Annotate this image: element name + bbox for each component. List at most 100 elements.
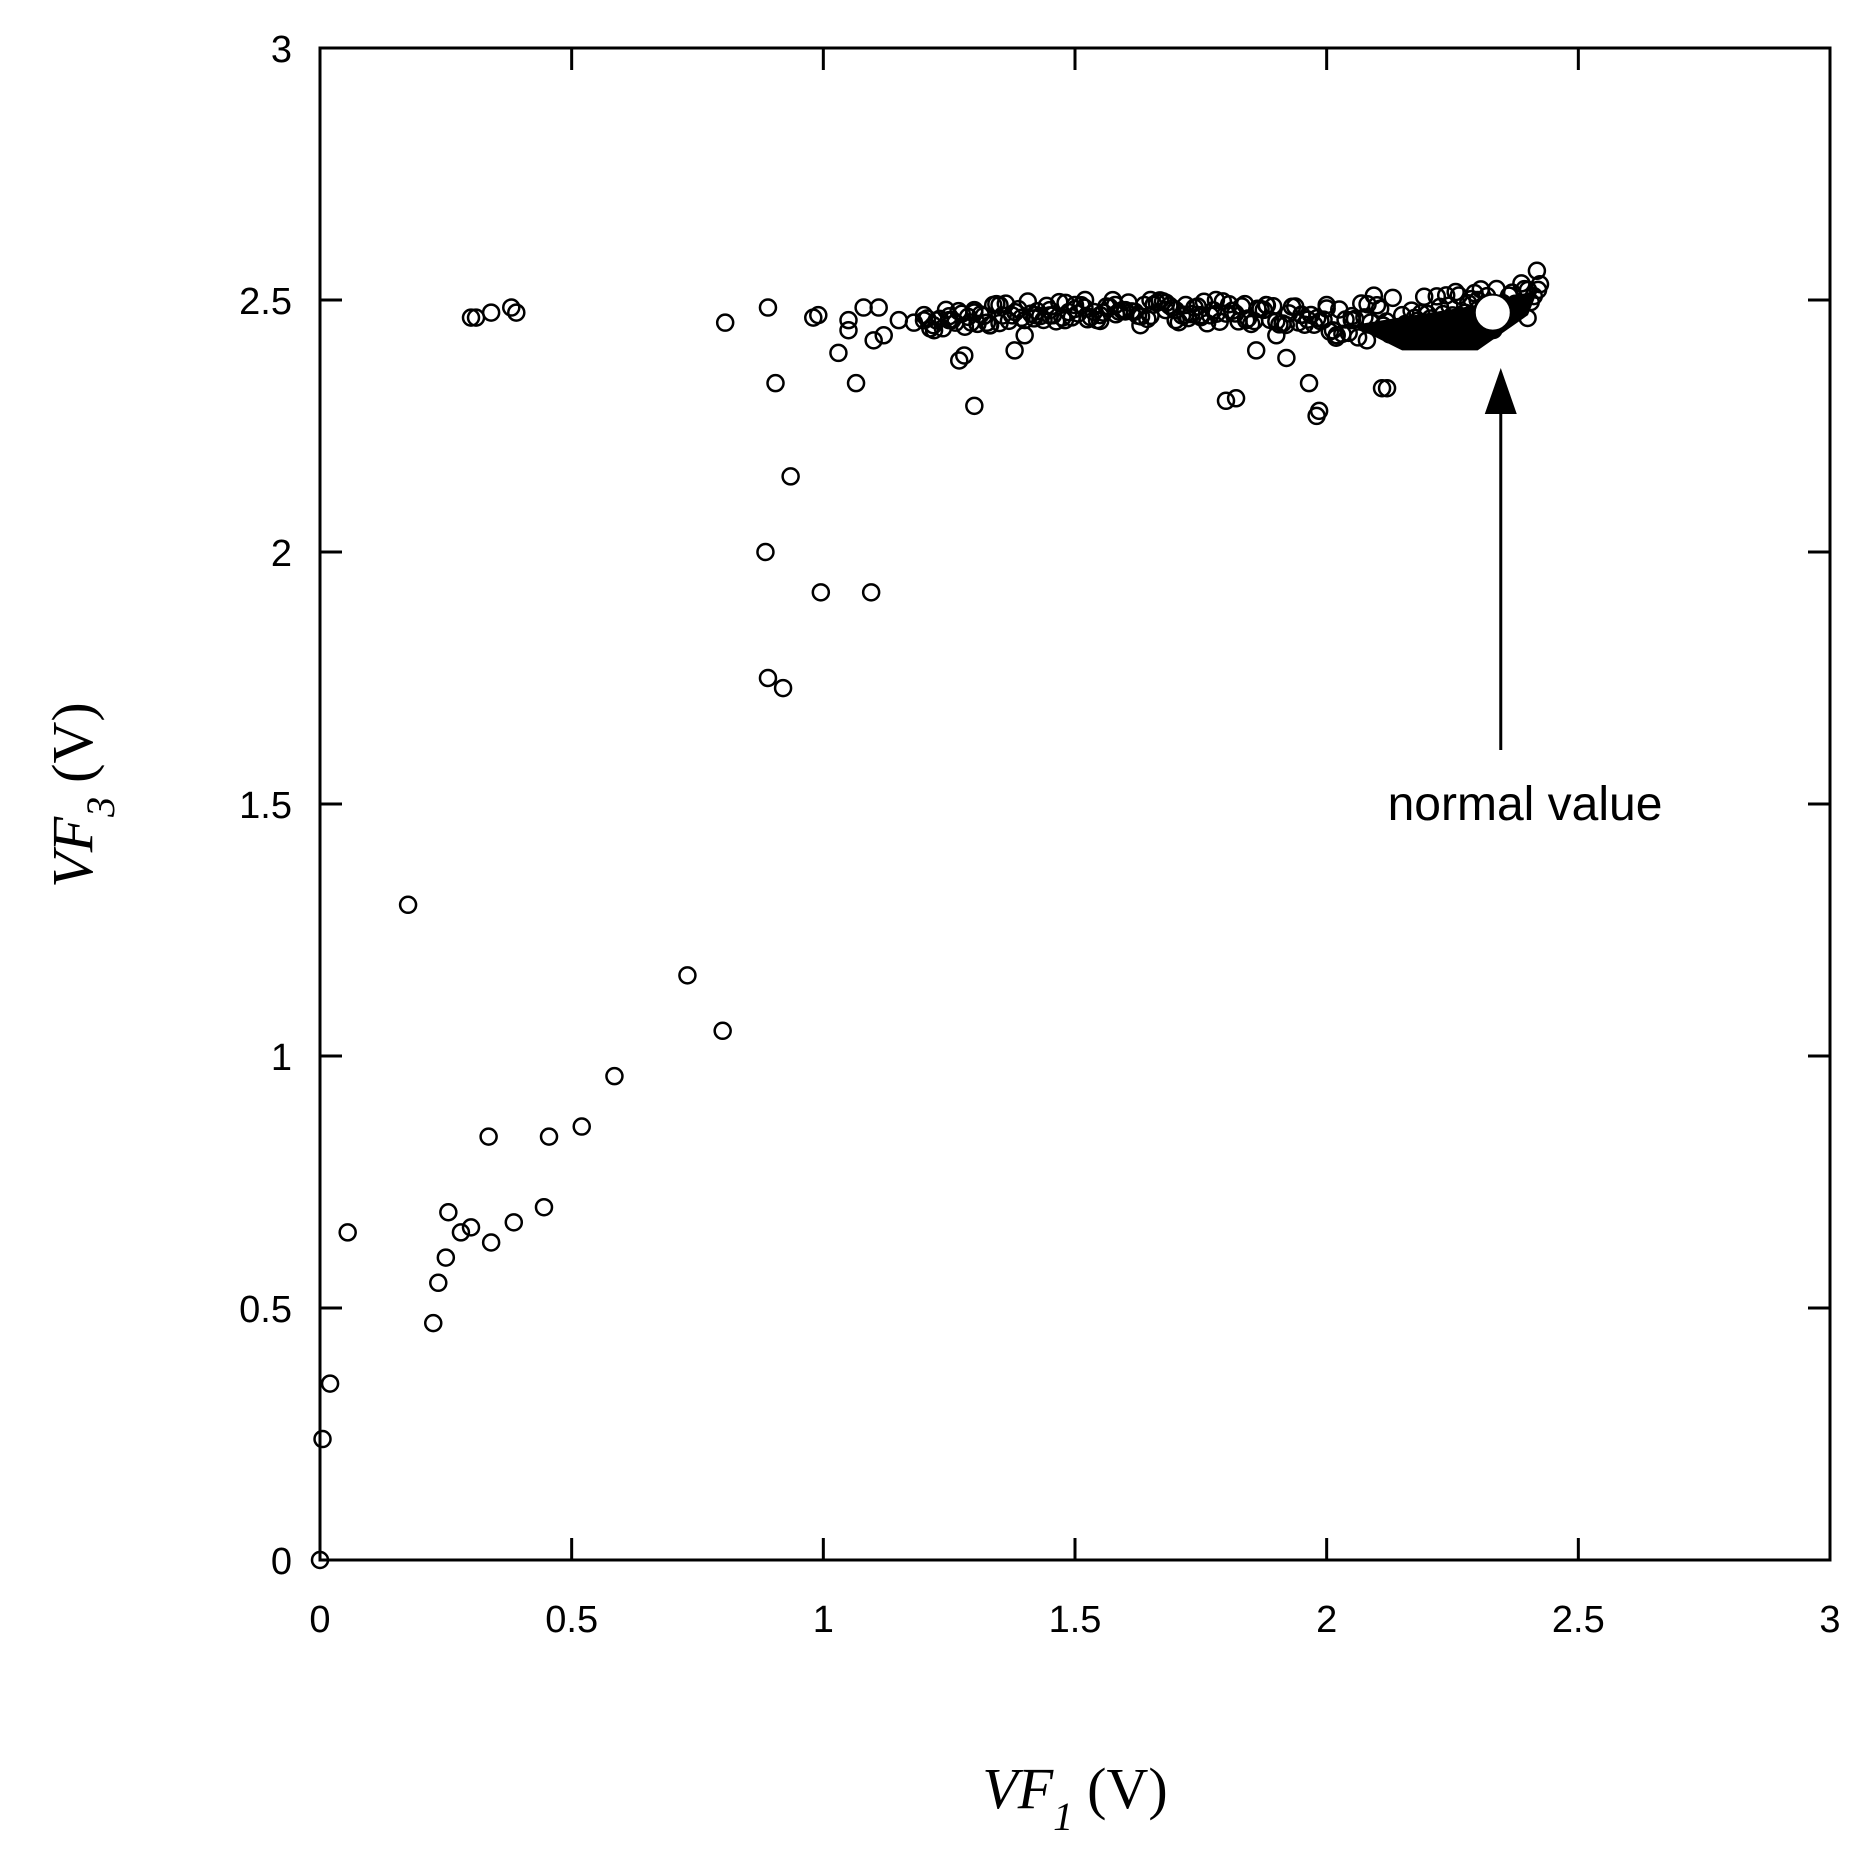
- data-point: [781, 467, 800, 486]
- data-point: [965, 300, 984, 320]
- data-point: [1528, 280, 1548, 300]
- y-tick-label: 0.5: [239, 1289, 292, 1331]
- data-point: [1443, 320, 1462, 340]
- data-point: [939, 310, 959, 330]
- data-point: [889, 310, 909, 330]
- data-point: [1317, 295, 1336, 315]
- data-point: [1106, 295, 1125, 315]
- x-axis-sub: 1: [1053, 1794, 1073, 1839]
- data-point: [1246, 341, 1266, 360]
- data-point: [338, 1223, 357, 1242]
- data-point: [861, 583, 881, 602]
- data-point: [1418, 315, 1437, 335]
- data-point: [461, 1218, 481, 1237]
- y-axis-unit: (V): [40, 702, 105, 783]
- data-point: [980, 315, 999, 335]
- y-tick-label: 1: [271, 1037, 292, 1079]
- x-tick-label: 1: [813, 1599, 834, 1641]
- data-point: [502, 298, 521, 317]
- data-point: [439, 1202, 458, 1222]
- data-point: [572, 1117, 591, 1136]
- data-point: [854, 298, 873, 317]
- data-point: [715, 313, 735, 332]
- dense-band-point: [1276, 315, 1296, 335]
- data-point: [1518, 280, 1538, 300]
- data-point: [773, 678, 793, 698]
- data-point: [1116, 300, 1135, 320]
- data-point: [1040, 300, 1060, 320]
- data-point: [481, 303, 501, 322]
- data-point: [1090, 305, 1110, 325]
- data-point: [1372, 378, 1392, 398]
- data-point: [713, 1021, 732, 1041]
- annotation-arrow-head: [1484, 368, 1517, 414]
- data-point: [1236, 310, 1256, 330]
- data-point: [955, 346, 974, 365]
- dense-band-point: [1075, 298, 1094, 317]
- data-point: [766, 373, 785, 393]
- data-point: [1216, 391, 1236, 411]
- data-point: [965, 396, 984, 416]
- data-point: [1015, 326, 1034, 345]
- dense-band-point: [977, 313, 997, 333]
- x-axis-unit: (V): [1087, 1756, 1168, 1821]
- data-point: [1267, 326, 1286, 345]
- data-point: [839, 320, 858, 340]
- plot-area-frame: [318, 46, 1832, 1562]
- y-tick-label: 0: [271, 1541, 292, 1583]
- annotation-label: normal value: [1388, 778, 1663, 831]
- x-tick-label: 0.5: [545, 1599, 598, 1641]
- data-point: [864, 331, 883, 350]
- data-point: [1005, 341, 1024, 360]
- data-point: [914, 305, 934, 325]
- data-point: [1131, 315, 1150, 335]
- data-point: [605, 1066, 624, 1086]
- data-point: [1141, 290, 1160, 310]
- dense-band-point: [1012, 308, 1031, 328]
- dense-band-point: [1348, 328, 1368, 347]
- data-point: [504, 1213, 524, 1232]
- dense-band-point: [1527, 261, 1547, 281]
- dense-band-point: [1002, 306, 1022, 325]
- data-point: [534, 1197, 554, 1217]
- data-point: [481, 1233, 501, 1252]
- x-tick-labels: 0 0.5 1 1.5 2 2.5 3: [309, 1599, 1840, 1641]
- dense-band-point: [1436, 286, 1456, 305]
- data-point: [313, 1429, 332, 1449]
- data-point: [1277, 348, 1296, 368]
- data-point: [424, 1313, 443, 1333]
- dense-band-point: [1427, 287, 1447, 306]
- data-point: [1327, 326, 1346, 345]
- dense-band-point: [1037, 296, 1056, 316]
- data-point: [1176, 295, 1195, 315]
- data-point: [758, 668, 778, 688]
- x-axis-title: VF1 (V): [982, 1756, 1167, 1839]
- data-point: [1392, 305, 1412, 325]
- data-point: [1055, 310, 1075, 330]
- x-tick-label: 0: [309, 1599, 330, 1641]
- y-axis-var: VF: [40, 816, 105, 887]
- x-tick-label: 1.5: [1049, 1599, 1102, 1641]
- dense-band-point: [1414, 287, 1434, 306]
- data-point: [1342, 310, 1362, 330]
- normal-value-point: [1473, 293, 1512, 332]
- y-axis-title: VF3 (V): [40, 702, 123, 887]
- data-point: [990, 295, 1009, 315]
- data-point: [461, 308, 481, 327]
- data-point: [811, 583, 831, 602]
- data-point: [756, 542, 775, 562]
- x-tick-label: 3: [1819, 1599, 1840, 1641]
- data-point: [1191, 305, 1211, 325]
- y-axis-sub: 3: [78, 797, 123, 818]
- y-tick-label: 2: [271, 533, 292, 575]
- data-point: [1075, 290, 1095, 310]
- dense-band-point: [1241, 314, 1261, 334]
- data-point: [1206, 290, 1226, 310]
- points-layer: [310, 280, 1548, 1570]
- data-point: [507, 303, 526, 322]
- data-point: [398, 895, 418, 915]
- x-tick-label: 2.5: [1552, 1599, 1605, 1641]
- data-point: [869, 298, 888, 317]
- data-point: [1065, 295, 1085, 315]
